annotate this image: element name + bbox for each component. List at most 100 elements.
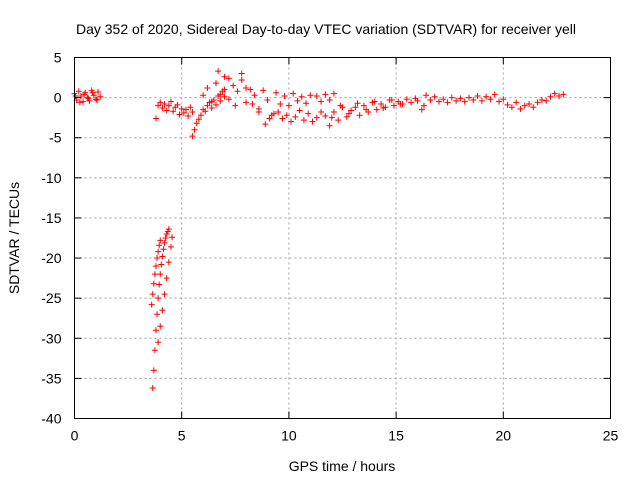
data-point [251,92,258,99]
data-point [148,301,155,308]
data-point [348,107,355,114]
data-point [204,84,211,91]
y-tick-label: -20 [41,250,61,266]
data-point [97,93,104,100]
data-point [150,367,157,374]
data-point [431,93,438,100]
data-point [343,113,350,120]
data-point [305,110,312,117]
data-point [465,94,472,101]
data-point [371,98,378,105]
data-point [161,239,168,246]
data-point [260,87,267,94]
data-point [152,263,159,270]
data-point [521,102,528,109]
data-point [243,84,250,91]
data-point [213,101,220,108]
data-point [273,89,280,96]
data-point [538,97,545,104]
chart-title: Day 352 of 2020, Sidereal Day-to-day VTE… [76,21,576,37]
data-point [380,105,387,112]
data-point [232,102,239,109]
data-point [307,92,314,99]
data-point [156,242,163,249]
data-point [313,93,320,100]
data-point [309,118,316,125]
data-point [330,90,337,97]
data-point [288,118,295,125]
x-tick-label: 15 [388,428,404,444]
data-point [560,91,567,98]
data-point [151,271,158,278]
data-point [285,102,292,109]
data-point [397,101,404,108]
data-point [217,97,224,104]
data-point [249,101,256,108]
data-point [149,291,156,298]
y-tick-label: -5 [49,130,62,146]
x-tick-label: 10 [281,428,297,444]
data-point [163,275,170,282]
data-point [345,110,352,117]
y-tick-label: -35 [41,370,61,386]
data-point [157,99,164,106]
data-point [303,100,310,107]
data-point [453,97,460,104]
data-point [155,295,162,302]
data-point [230,82,237,89]
data-point [326,97,333,104]
data-point [326,122,333,129]
data-point [189,109,196,116]
data-point [176,111,183,118]
data-point [337,102,344,109]
data-point [500,96,507,103]
data-point [435,98,442,105]
data-point [318,98,325,105]
data-point [157,271,164,278]
data-point [461,98,468,105]
data-point [155,102,162,109]
data-point [200,92,207,99]
data-point [363,106,370,113]
data-point [165,259,172,266]
data-point [543,97,550,104]
data-point [487,96,494,103]
data-point [225,96,232,103]
data-point [191,126,198,133]
data-point [161,101,168,108]
data-point [155,248,162,255]
data-point [330,109,337,116]
data-point [474,93,481,100]
data-point [427,97,434,104]
data-point [157,323,164,330]
data-point [189,133,196,140]
data-point [213,80,220,87]
data-point [165,102,172,109]
data-point [155,339,162,346]
data-point [238,70,245,77]
data-point [296,107,303,114]
data-point [408,99,415,106]
data-point [182,106,189,113]
data-point [234,88,241,95]
data-point [247,86,254,93]
data-point [208,105,215,112]
data-point [169,234,176,241]
data-point [152,327,159,334]
data-point [390,102,397,109]
data-points [71,68,567,392]
data-point [277,101,284,108]
data-point [167,98,174,105]
data-point [526,101,533,108]
data-point [217,91,224,98]
data-point [151,347,158,354]
data-point [221,86,228,93]
data-point [264,97,271,104]
data-point [352,104,359,111]
data-point [378,101,385,108]
y-tick-label: -15 [41,210,61,226]
data-point [300,117,307,124]
data-point [159,253,166,260]
data-point [440,96,447,103]
data-point [478,97,485,104]
